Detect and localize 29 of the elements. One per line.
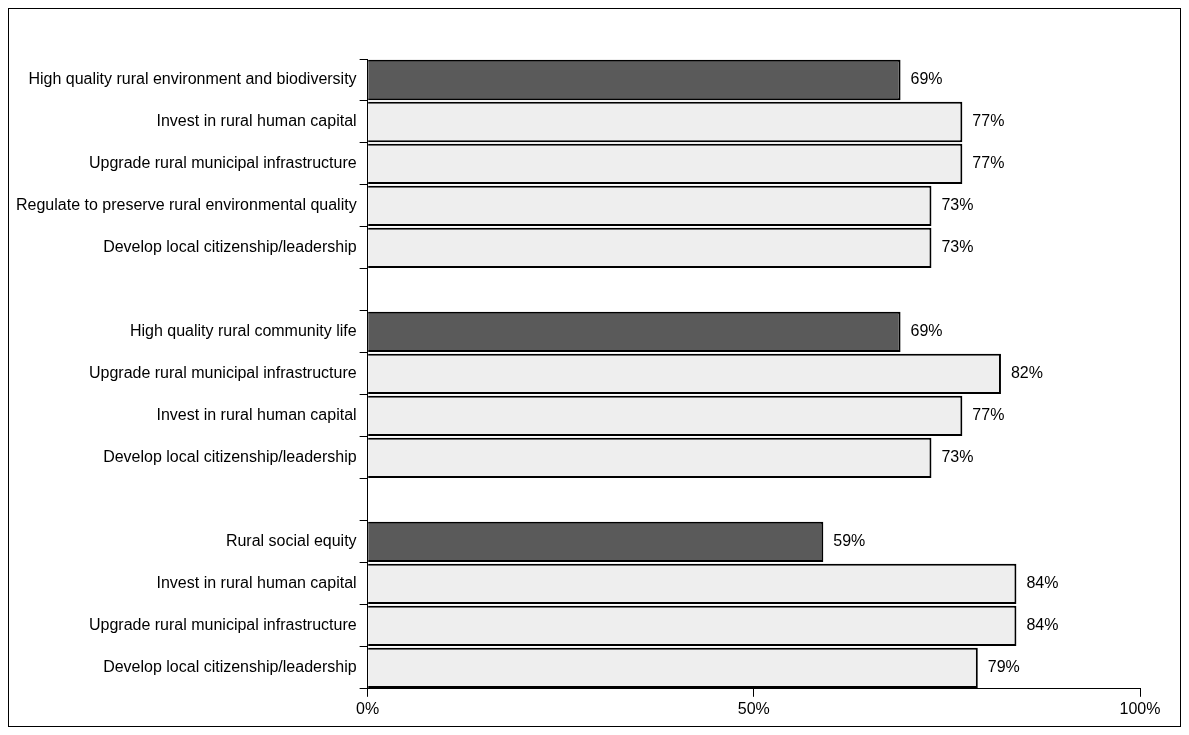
data-label: 59% — [833, 532, 866, 550]
data-label: 73% — [941, 448, 974, 466]
y-tick-label: Upgrade rural municipal infrastructure — [88, 616, 357, 634]
y-tick-label: Develop local citizenship/leadership — [103, 448, 357, 466]
data-label: 73% — [941, 238, 974, 256]
y-tick-label: Develop local citizenship/leadership — [103, 238, 357, 256]
data-label: 73% — [941, 196, 974, 214]
y-tick-label: Rural social equity — [225, 532, 357, 550]
y-tick-label: High quality rural community life — [129, 322, 357, 340]
data-label: 69% — [910, 70, 943, 88]
x-tick-label: 50% — [737, 699, 770, 717]
y-tick-label: Upgrade rural municipal infrastructure — [88, 364, 357, 382]
data-label: 77% — [972, 406, 1005, 424]
data-label: 79% — [987, 658, 1020, 676]
x-tick-label: 0% — [356, 699, 380, 717]
y-tick-label: Regulate to preserve rural environmental quality — [16, 196, 357, 214]
data-label: 77% — [972, 112, 1005, 130]
y-tick-label: Upgrade rural municipal infrastructure — [88, 154, 357, 172]
data-label: 84% — [1026, 616, 1059, 634]
y-tick-label: High quality rural environment and biodiversity — [28, 70, 357, 88]
y-tick-label: Invest in rural human capital — [156, 406, 357, 424]
data-label: 84% — [1026, 574, 1059, 592]
data-label: 69% — [910, 322, 943, 340]
y-tick-label: Invest in rural human capital — [156, 574, 357, 592]
x-tick-label: 100% — [1119, 699, 1161, 717]
y-tick-label: Develop local citizenship/leadership — [103, 658, 357, 676]
y-tick-label: Invest in rural human capital — [156, 112, 357, 130]
data-label: 77% — [972, 154, 1005, 172]
data-label: 82% — [1010, 364, 1043, 382]
